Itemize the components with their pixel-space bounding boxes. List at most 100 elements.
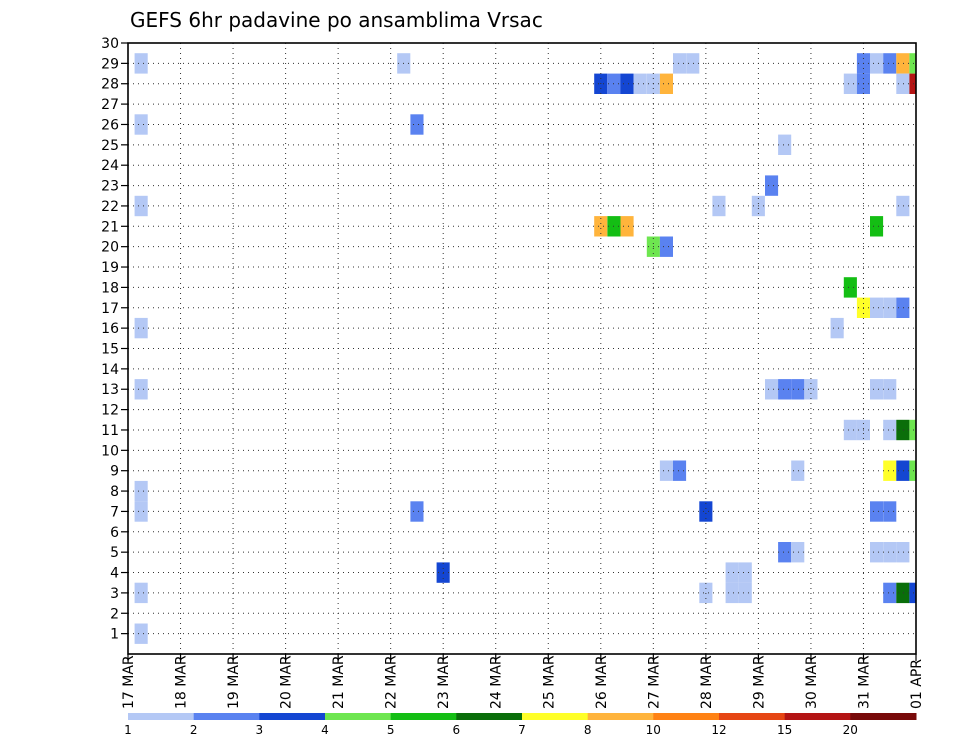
heatmap-cell (134, 114, 148, 135)
y-tick-label: 22 (101, 199, 119, 215)
heatmap-cell (883, 582, 897, 604)
y-tick-label: 3 (110, 586, 119, 602)
heatmap-cell (896, 297, 910, 318)
x-tick-label: 21 MAR (331, 655, 347, 709)
legend-color-swatch (193, 713, 260, 720)
y-tick-label: 20 (101, 240, 119, 256)
heatmap-cell (410, 114, 424, 135)
x-tick-label: 31 MAR (856, 655, 872, 709)
legend-color-swatch (128, 713, 195, 720)
heatmap-cell (778, 134, 792, 155)
y-tick-label: 12 (101, 403, 119, 419)
heatmap-cell (883, 419, 897, 441)
heatmap-cell (778, 542, 792, 563)
heatmap-cell (870, 379, 884, 400)
heatmap-cell (765, 175, 779, 196)
legend-label: 8 (584, 723, 592, 737)
heatmap-cell (620, 73, 634, 94)
heatmap-cell (738, 562, 752, 583)
y-tick-label: 26 (101, 117, 119, 133)
heatmap-cell (134, 379, 148, 400)
heatmap-cell (659, 236, 673, 257)
heatmap-cell (896, 73, 910, 94)
y-tick-label: 23 (101, 179, 119, 195)
heatmap-cell (883, 53, 897, 74)
legend-label: 5 (387, 723, 395, 737)
heatmap-cell (738, 582, 752, 604)
legend-color-swatch (325, 713, 392, 720)
heatmap-cell (870, 216, 884, 237)
legend-color-swatch (719, 713, 786, 720)
legend-color-swatch (784, 713, 851, 720)
heatmap-cell (909, 73, 916, 94)
legend-label: 7 (518, 723, 526, 737)
x-tick-label: 26 MAR (594, 655, 610, 709)
heatmap-cell (686, 53, 700, 74)
y-tick-label: 4 (110, 566, 119, 582)
heatmap-cell (896, 542, 910, 563)
y-tick-label: 5 (110, 545, 119, 561)
heatmap-cell (909, 460, 916, 481)
cells-layer (134, 53, 916, 644)
y-tick-label: 10 (101, 443, 119, 459)
legend-label: 1 (124, 723, 132, 737)
y-tick-label: 6 (110, 525, 119, 541)
heatmap-cell (778, 379, 792, 400)
x-tick-label: 23 MAR (436, 655, 452, 709)
heatmap-cell (883, 460, 897, 481)
heatmap-cell (870, 501, 884, 522)
heatmap-cell (804, 379, 818, 400)
x-tick-label: 22 MAR (384, 655, 400, 709)
heatmap-cell (134, 501, 148, 522)
heatmap-cell (725, 582, 739, 604)
heatmap-cell (620, 216, 634, 237)
heatmap-cell (830, 317, 844, 339)
y-axis: 1234567891011121314151617181920212223242… (101, 36, 128, 643)
legend-label: 2 (190, 723, 198, 737)
color-legend: 1 2 3 4 5 6 7 8 10 12 15 20 (124, 713, 917, 737)
heatmap-cell (659, 460, 673, 481)
y-tick-label: 15 (101, 342, 119, 358)
heatmap-cell (659, 73, 673, 94)
heatmap-cell (134, 195, 148, 217)
heatmap-cell (909, 53, 916, 74)
y-tick-label: 25 (101, 138, 119, 154)
y-tick-label: 24 (101, 158, 119, 174)
legend-label: 20 (843, 723, 858, 737)
y-tick-label: 7 (110, 504, 119, 520)
heatmap-cell (791, 460, 805, 481)
legend-label: 12 (711, 723, 726, 737)
y-tick-label: 11 (101, 423, 119, 439)
x-tick-label: 30 MAR (804, 655, 820, 709)
heatmap-cell (896, 460, 910, 481)
y-tick-label: 2 (110, 606, 119, 622)
heatmap-cell (134, 480, 148, 502)
x-tick-label: 19 MAR (226, 655, 242, 709)
chart-title: GEFS 6hr padavine po ansamblima Vrsac (130, 8, 543, 32)
heatmap-cell (594, 216, 608, 237)
y-tick-label: 17 (101, 301, 119, 317)
legend-color-swatch (259, 713, 326, 720)
heatmap-cell (896, 419, 910, 441)
legend-color-swatch (587, 713, 654, 720)
legend-color-swatch (456, 713, 523, 720)
x-tick-label: 28 MAR (699, 655, 715, 709)
legend-color-swatch (522, 713, 589, 720)
x-tick-label: 18 MAR (174, 655, 190, 709)
y-tick-label: 14 (101, 362, 119, 378)
heatmap-cell (883, 501, 897, 522)
heatmap-cell (725, 562, 739, 583)
heatmap-cell (896, 582, 910, 604)
legend-color-swatch (653, 713, 720, 720)
x-tick-label: 01 APR (909, 659, 925, 709)
y-tick-label: 30 (101, 36, 119, 52)
heatmap-cell (870, 542, 884, 563)
heatmap-cell (896, 195, 910, 217)
legend-label: 15 (777, 723, 792, 737)
heatmap-cell (909, 419, 916, 441)
x-tick-label: 17 MAR (121, 655, 137, 709)
heatmap-cell (134, 53, 148, 74)
y-tick-label: 29 (101, 56, 119, 72)
legend-label: 10 (646, 723, 661, 737)
